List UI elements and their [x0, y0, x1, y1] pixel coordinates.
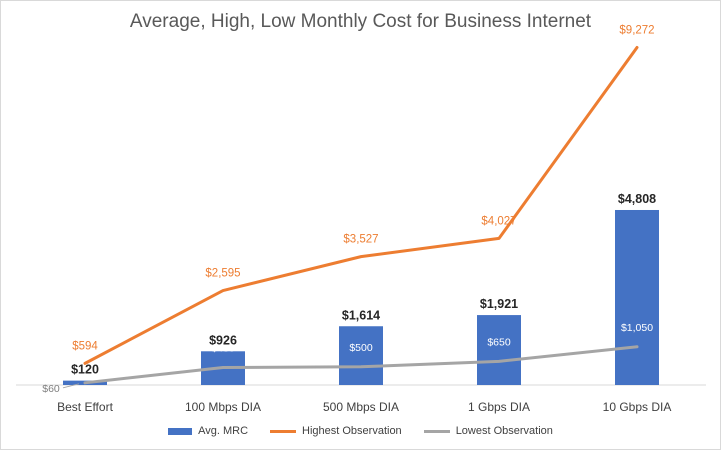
data-label-lowest: $650: [487, 336, 511, 348]
legend-swatch-avg: [168, 427, 193, 435]
data-label-highest: $2,595: [205, 268, 240, 280]
legend-swatch-low: [423, 429, 450, 433]
chart-title: Average, High, Low Monthly Cost for Busi…: [129, 11, 592, 32]
data-label-highest: $3,527: [343, 234, 378, 246]
data-label-highest: $4,027: [481, 215, 516, 227]
legend-label-high: Highest Observation: [302, 425, 402, 437]
x-tick-label: Best Effort: [57, 400, 113, 414]
legend-swatch-high: [270, 429, 297, 433]
data-label-avg-mrc: $1,921: [480, 297, 518, 311]
x-tick-label: 10 Gbps DIA: [603, 400, 672, 414]
legend-label-avg: Avg. MRC: [198, 425, 249, 437]
x-tick-label: 500 Mbps DIA: [323, 400, 399, 414]
data-label-lowest: $1,050: [621, 322, 653, 334]
x-tick-label: 100 Mbps DIA: [185, 400, 261, 414]
data-label-highest: $9,272: [619, 24, 654, 36]
x-tick-label: 1 Gbps DIA: [468, 400, 530, 414]
legend-item-high: Highest Observation: [270, 425, 402, 437]
chart-legend: Avg. MRC Highest Observation Lowest Obse…: [1, 425, 720, 437]
data-label-lowest: $500: [349, 342, 373, 354]
data-label-highest: $594: [72, 340, 98, 352]
legend-label-low: Lowest Observation: [455, 425, 553, 437]
legend-item-low: Lowest Observation: [423, 425, 553, 437]
data-label-avg-mrc: $4,808: [618, 192, 656, 206]
legend-item-avg: Avg. MRC: [168, 425, 248, 437]
data-label-lowest: $480: [211, 343, 235, 355]
bar-avg-mrc: [477, 315, 521, 385]
leader-line-lowest: [62, 383, 80, 389]
bar-avg-mrc: [339, 326, 383, 385]
data-label-avg-mrc: $1,614: [342, 308, 380, 322]
data-label-avg-mrc: $120: [71, 363, 99, 377]
bar-avg-mrc: [615, 209, 659, 385]
data-label-avg-mrc: $926: [209, 333, 237, 347]
line-highest-observation: [83, 45, 639, 365]
line-lowest-observation: [83, 345, 639, 385]
data-label-lowest: $60: [42, 383, 60, 395]
